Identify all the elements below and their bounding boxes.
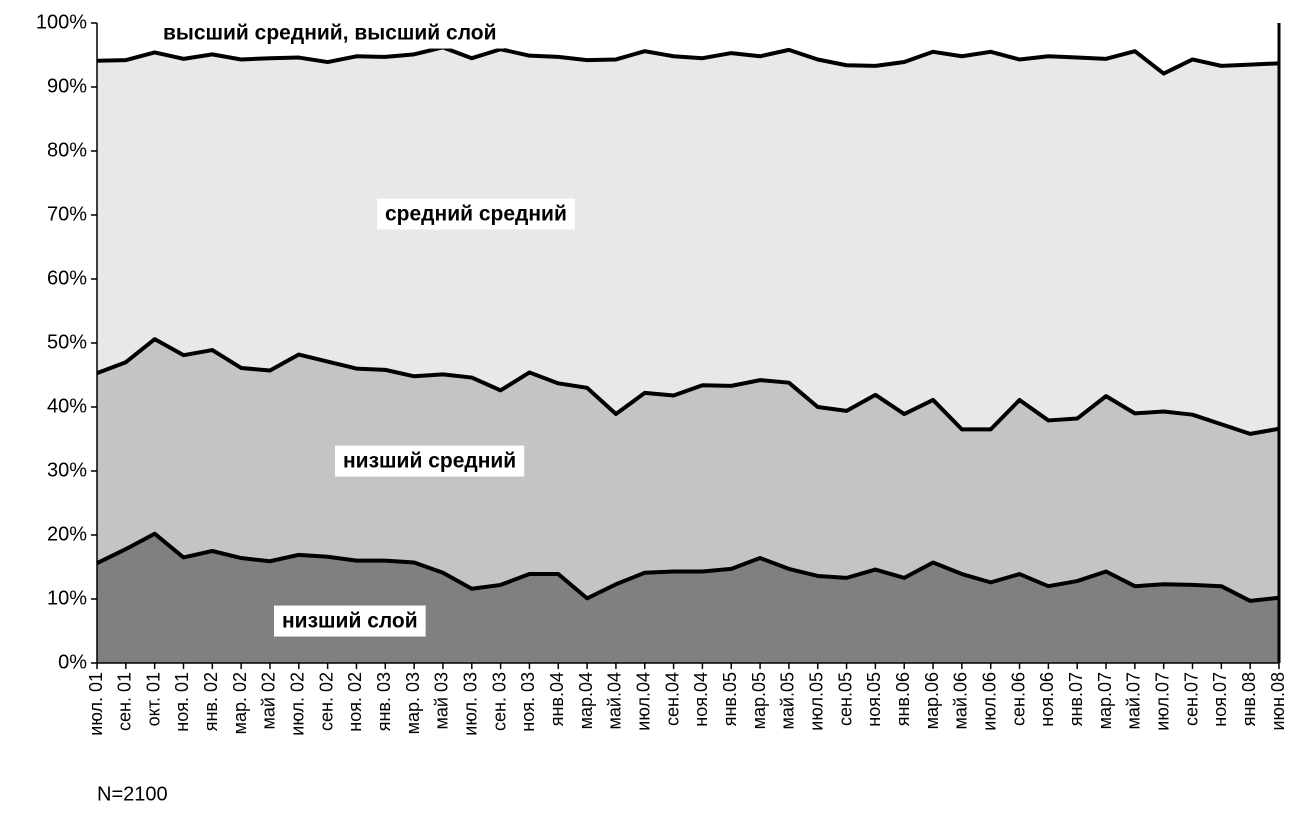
x-tick-label: май.05 [778, 672, 798, 729]
x-tick-label: сен. 01 [115, 672, 135, 731]
y-tick-label: 90% [47, 75, 87, 97]
label-box [377, 198, 575, 230]
x-tick-label: сен.04 [662, 672, 682, 726]
series-label-text: низший средний [343, 450, 516, 473]
x-tick-label: май 03 [432, 672, 452, 729]
x-tick-label: окт. 01 [143, 672, 163, 726]
x-tick-label: мар.05 [749, 672, 769, 729]
x-tick-label: сен.05 [835, 672, 855, 726]
x-tick-label: янв.07 [1066, 672, 1086, 726]
x-tick-label: ноя. 02 [345, 672, 365, 732]
x-tick-label: янв.06 [893, 672, 913, 726]
y-tick-label: 60% [47, 267, 87, 289]
x-tick-label: сен.07 [1181, 672, 1201, 726]
series-label: высший средний, высший слой [155, 17, 505, 49]
x-tick-label: янв.04 [547, 672, 567, 726]
y-tick-label: 70% [47, 203, 87, 225]
area-line [96, 45, 1280, 76]
area-line [96, 531, 1280, 603]
x-tick-label: мар.04 [576, 672, 596, 729]
series-label: низший слой [274, 605, 426, 637]
x-tick-label: июл. 03 [461, 672, 481, 736]
x-tick-label: июл. 02 [288, 672, 308, 736]
label-box [335, 445, 525, 477]
x-tick-label: июл.07 [1152, 672, 1172, 731]
x-tick-label: мар. 03 [403, 672, 423, 734]
series-label-text: низший слой [282, 610, 418, 633]
y-tick-label: 50% [47, 331, 87, 353]
series-label-text: высший средний, высший слой [163, 22, 497, 45]
x-tick-label: июл.06 [979, 672, 999, 731]
area [97, 339, 1279, 601]
x-tick-label: ноя.07 [1210, 672, 1230, 727]
x-tick-label: сен. 02 [316, 672, 336, 731]
area [97, 47, 1279, 434]
x-tick-label: май.06 [951, 672, 971, 729]
y-tick-label: 80% [47, 139, 87, 161]
x-tick-label: мар.07 [1095, 672, 1115, 729]
area-line [96, 337, 1280, 436]
x-tick-label: ноя. 03 [518, 672, 538, 732]
label-box [155, 17, 505, 49]
y-tick-label: 0% [58, 651, 87, 673]
x-tick-label: сен. 03 [489, 672, 509, 731]
series-label: низший средний [335, 445, 525, 477]
x-tick-label: янв.05 [720, 672, 740, 726]
x-tick-label: янв. 03 [374, 672, 394, 731]
x-tick-label: июн.08 [1268, 672, 1288, 731]
x-tick-label: июл.04 [634, 672, 654, 731]
note: N=2100 [97, 783, 168, 805]
y-tick-label: 30% [47, 459, 87, 481]
x-tick-label: июл.05 [806, 672, 826, 731]
x-tick-label: мар. 02 [230, 672, 250, 734]
x-tick-label: ноя.06 [1037, 672, 1057, 727]
x-tick-label: янв.08 [1239, 672, 1259, 726]
x-tick-label: янв. 02 [201, 672, 221, 731]
label-box [274, 605, 426, 637]
y-tick-label: 40% [47, 395, 87, 417]
x-tick-label: ноя.04 [691, 672, 711, 727]
x-tick-label: июл. 01 [86, 672, 106, 736]
series-label-text: средний средний [385, 203, 567, 226]
x-tick-label: май.07 [1124, 672, 1144, 729]
series-label: средний средний [377, 198, 575, 230]
y-tick-label: 100% [36, 11, 87, 33]
x-tick-label: ноя. 01 [172, 672, 192, 732]
x-tick-label: ноя.05 [864, 672, 884, 727]
x-tick-label: мар.06 [922, 672, 942, 729]
x-tick-label: май 02 [259, 672, 279, 729]
x-tick-label: май.04 [605, 672, 625, 729]
y-tick-label: 10% [47, 587, 87, 609]
x-tick-label: сен.06 [1008, 672, 1028, 726]
y-tick-label: 20% [47, 523, 87, 545]
